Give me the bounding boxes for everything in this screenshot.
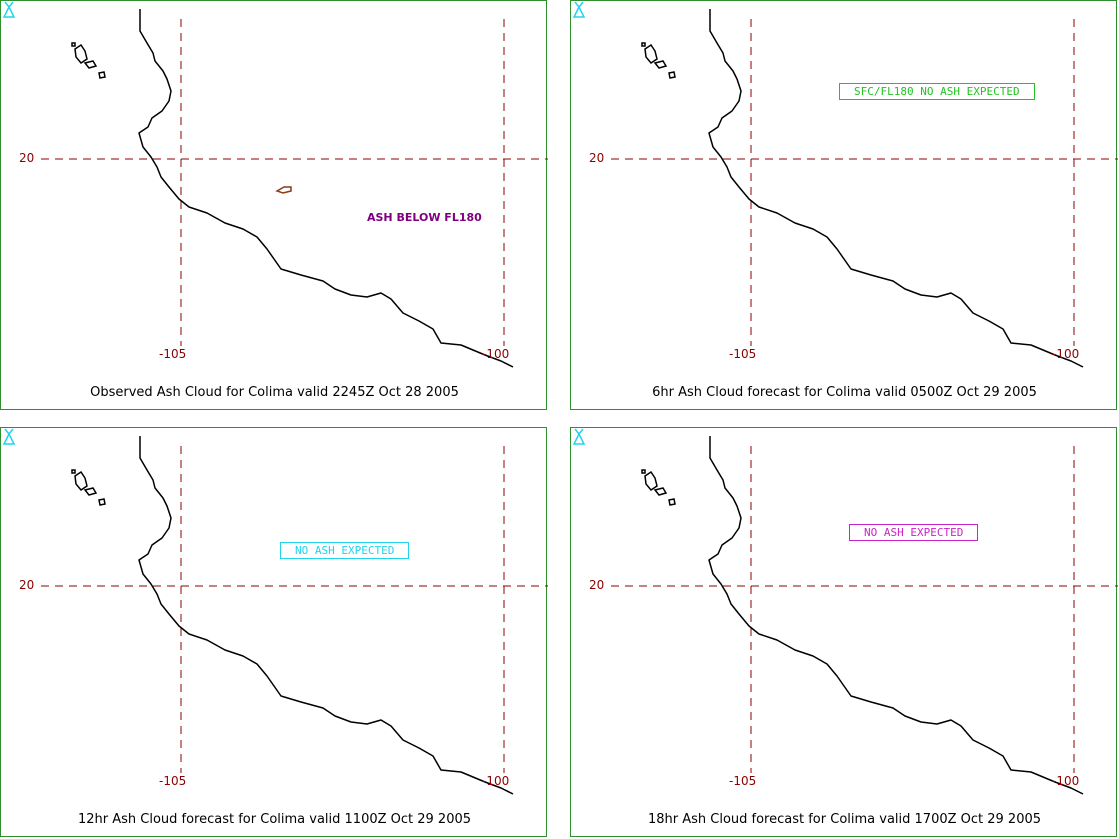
volcano-icon — [572, 428, 586, 445]
ash-status-message: NO ASH EXPECTED — [280, 542, 410, 559]
ash-status-message: NO ASH EXPECTED — [849, 524, 979, 541]
map-panel-6hr: 20 -105 -100 SFC/FL180 NO ASH EXPECTED 6… — [570, 0, 1118, 410]
island-large — [644, 43, 658, 64]
island-dot — [71, 469, 76, 474]
island-large — [644, 470, 658, 491]
island-small-a — [83, 60, 98, 69]
longitude-label-100: -100 — [1052, 347, 1080, 361]
latitude-label: 20 — [589, 578, 605, 592]
panel-caption: 18hr Ash Cloud forecast for Colima valid… — [647, 812, 1042, 827]
volcano-icon — [2, 428, 16, 445]
island-small-b — [98, 71, 106, 79]
ash-status-message: SFC/FL180 NO ASH EXPECTED — [839, 83, 1035, 100]
map-canvas — [611, 436, 1118, 795]
island-large — [74, 470, 88, 491]
map-canvas — [611, 9, 1118, 368]
island-dot — [71, 42, 76, 47]
longitude-label-105: -105 — [159, 774, 187, 788]
latitude-label: 20 — [589, 151, 605, 165]
panel-caption: Observed Ash Cloud for Colima valid 2245… — [90, 385, 459, 400]
island-small-b — [668, 498, 676, 506]
island-small-b — [668, 71, 676, 79]
longitude-label-105: -105 — [729, 774, 757, 788]
map-canvas — [41, 436, 548, 795]
longitude-label-100: -100 — [482, 347, 510, 361]
island-dot — [641, 42, 646, 47]
latitude-label: 20 — [19, 151, 35, 165]
ash-status-message: ASH BELOW FL180 — [367, 211, 482, 224]
map-panel-18hr: 20 -105 -100 NO ASH EXPECTED 18hr Ash Cl… — [570, 427, 1118, 837]
latitude-label: 20 — [19, 578, 35, 592]
island-small-a — [83, 487, 98, 496]
mexico-coastline — [708, 436, 1084, 795]
island-small-a — [653, 60, 668, 69]
map-panel-12hr: 20 -105 -100 NO ASH EXPECTED 12hr Ash Cl… — [0, 427, 548, 837]
longitude-label-105: -105 — [729, 347, 757, 361]
panel-caption: 6hr Ash Cloud forecast for Colima valid … — [652, 385, 1037, 400]
panel-caption: 12hr Ash Cloud forecast for Colima valid… — [77, 812, 472, 827]
longitude-label-100: -100 — [1052, 774, 1080, 788]
mexico-coastline — [138, 436, 514, 795]
island-large — [74, 43, 88, 64]
mexico-coastline — [708, 9, 1084, 368]
ash-plume-outline — [275, 186, 292, 194]
map-canvas — [41, 9, 548, 368]
island-small-b — [98, 498, 106, 506]
volcano-icon — [2, 1, 16, 18]
map-panel-observed: 20 -105 -100 ASH BELOW FL180 Observed As… — [0, 0, 548, 410]
longitude-label-100: -100 — [482, 774, 510, 788]
volcano-icon — [572, 1, 586, 18]
island-dot — [641, 469, 646, 474]
mexico-coastline — [138, 9, 514, 368]
longitude-label-105: -105 — [159, 347, 187, 361]
island-small-a — [653, 487, 668, 496]
